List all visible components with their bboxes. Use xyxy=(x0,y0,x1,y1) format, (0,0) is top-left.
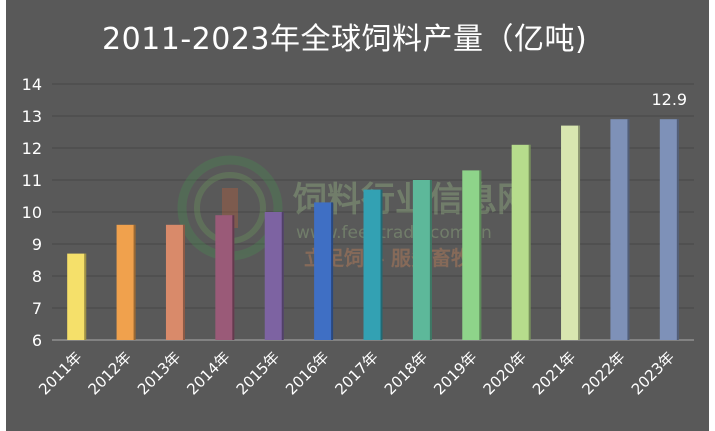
bar xyxy=(67,253,87,340)
data-labels: 12.9 xyxy=(651,90,687,109)
bar xyxy=(215,215,235,340)
bar-edge xyxy=(429,180,432,340)
x-tick-label: 2019年 xyxy=(430,348,480,398)
x-tick-label: 2021年 xyxy=(529,348,579,398)
bar xyxy=(659,119,679,340)
y-tick-label: 11 xyxy=(22,171,42,190)
x-tick-label: 2022年 xyxy=(578,348,628,398)
bar xyxy=(116,224,136,340)
data-label: 12.9 xyxy=(651,90,687,109)
x-tick-label: 2011年 xyxy=(35,348,85,398)
chart-panel: 2011-2023年全球饲料产量（亿吨) 6 7 8 9 10 11 12 13 14 饲料行业… xyxy=(6,0,709,431)
x-tick-label: 2015年 xyxy=(233,348,283,398)
x-tick-label: 2020年 xyxy=(480,348,530,398)
watermark-line2: www.feedtrade.com.cn xyxy=(296,223,492,243)
bar xyxy=(462,170,482,340)
bar-edge xyxy=(380,189,383,340)
bar-edge xyxy=(528,144,531,340)
bar xyxy=(412,180,432,340)
y-tick-label: 13 xyxy=(22,107,42,126)
x-tick-labels: 2011年 2012年 2013年 2014年 2015年 2016年 2017年 2018年… xyxy=(35,348,678,398)
x-tick-label: 2017年 xyxy=(331,348,381,398)
y-tick-label: 14 xyxy=(22,75,42,94)
x-tick-label: 2018年 xyxy=(381,348,431,398)
bar xyxy=(264,212,284,340)
y-tick-label: 6 xyxy=(32,331,42,350)
bar-edge xyxy=(182,224,185,340)
bar-edge xyxy=(578,125,581,340)
bar-edge xyxy=(84,253,87,340)
bar-edge xyxy=(232,215,235,340)
y-tick-label: 9 xyxy=(32,235,42,254)
bar xyxy=(511,144,531,340)
y-tick-label: 12 xyxy=(22,139,42,158)
y-tick-labels: 6 7 8 9 10 11 12 13 14 xyxy=(22,75,42,350)
bar-edge xyxy=(281,212,284,340)
bar xyxy=(363,189,383,340)
x-tick-label: 2013年 xyxy=(134,348,184,398)
bar xyxy=(165,224,185,340)
bar-edge xyxy=(133,224,136,340)
bar-edge xyxy=(627,119,630,340)
x-tick-label: 2016年 xyxy=(282,348,332,398)
bar xyxy=(314,202,334,340)
bar-edge xyxy=(676,119,679,340)
y-tick-label: 10 xyxy=(22,203,42,222)
bar xyxy=(561,125,581,340)
chart-title: 2011-2023年全球饲料产量（亿吨) xyxy=(102,22,588,57)
bar xyxy=(610,119,630,340)
x-tick-label: 2023年 xyxy=(628,348,678,398)
bars xyxy=(67,119,679,340)
y-tick-label: 7 xyxy=(32,299,42,318)
y-tick-label: 8 xyxy=(32,267,42,286)
bar-edge xyxy=(331,202,334,340)
x-tick-label: 2012年 xyxy=(85,348,135,398)
bar-edge xyxy=(479,170,482,340)
x-tick-label: 2014年 xyxy=(183,348,233,398)
